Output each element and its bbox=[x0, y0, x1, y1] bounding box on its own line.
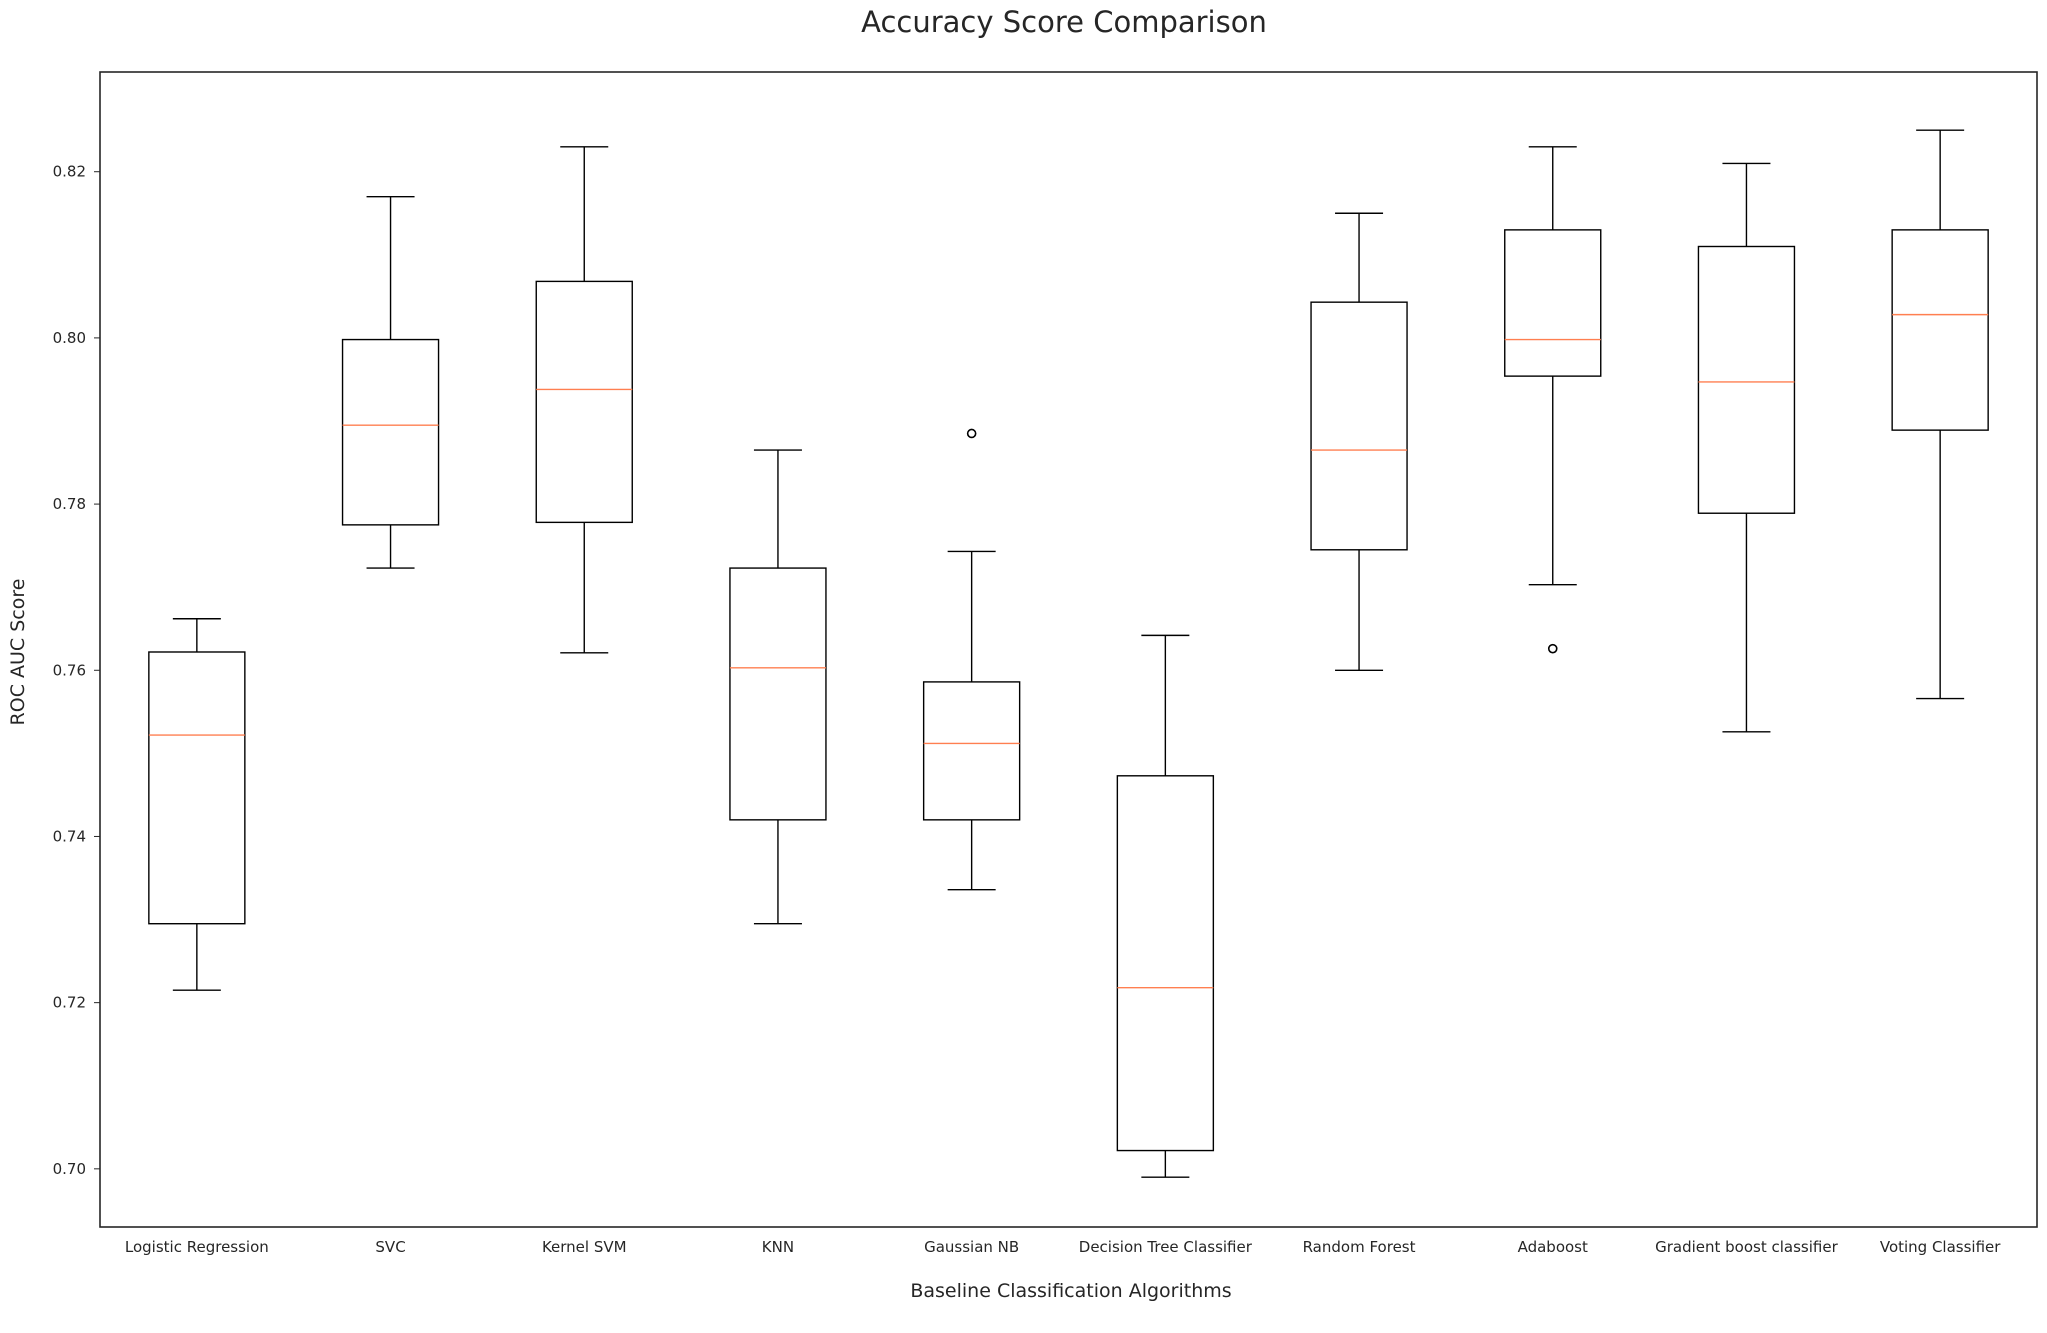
box-9 bbox=[1697, 162, 1796, 733]
x-tick-label: SVC bbox=[375, 1238, 405, 1256]
box-2 bbox=[341, 195, 440, 569]
box-6 bbox=[1116, 634, 1215, 1178]
plot-frame bbox=[99, 71, 2038, 1228]
box-8 bbox=[1504, 146, 1602, 654]
box-iqr bbox=[1310, 301, 1408, 551]
box-1 bbox=[148, 618, 246, 991]
box-iqr bbox=[922, 681, 1021, 821]
y-tick-label: 0.78 bbox=[53, 495, 86, 513]
box-10 bbox=[1891, 129, 1989, 700]
y-tick-label: 0.70 bbox=[53, 1160, 86, 1178]
chart-title: Accuracy Score Comparison bbox=[861, 5, 1267, 39]
box-7 bbox=[1310, 212, 1408, 671]
y-tick-label: 0.82 bbox=[53, 163, 86, 181]
y-tick-label: 0.72 bbox=[53, 994, 86, 1012]
box-iqr bbox=[1697, 245, 1796, 514]
y-axis-ticks: 0.70 0.72 0.74 0.76 0.78 0.80 0.82 bbox=[53, 163, 100, 1178]
box-iqr bbox=[729, 567, 827, 821]
x-tick-label: Gaussian NB bbox=[924, 1238, 1019, 1256]
x-tick-label: Logistic Regression bbox=[125, 1238, 269, 1256]
box-iqr bbox=[341, 338, 440, 526]
box-5 bbox=[922, 428, 1021, 891]
x-tick-label: KNN bbox=[762, 1238, 794, 1256]
box-iqr bbox=[148, 651, 246, 925]
box-4 bbox=[729, 449, 827, 925]
y-tick-label: 0.74 bbox=[53, 827, 86, 845]
boxes-group bbox=[148, 129, 1989, 1178]
y-tick-label: 0.80 bbox=[53, 329, 86, 347]
x-tick-label: Decision Tree Classifier bbox=[1079, 1238, 1253, 1256]
box-iqr bbox=[1116, 775, 1215, 1152]
outlier-point bbox=[966, 428, 977, 439]
x-tick-label: Gradient boost classifier bbox=[1655, 1238, 1838, 1256]
box-iqr bbox=[1504, 229, 1602, 377]
y-axis-label: ROC AUC Score bbox=[7, 579, 29, 726]
x-tick-label: Adaboost bbox=[1518, 1238, 1588, 1256]
x-axis-tick-labels: Logistic Regression SVC Kernel SVM KNN Gauss… bbox=[125, 1238, 2001, 1256]
box-3 bbox=[535, 146, 633, 654]
box-iqr bbox=[535, 280, 633, 524]
y-tick-label: 0.76 bbox=[53, 661, 86, 679]
x-axis-label: Baseline Classification Algorithms bbox=[910, 1280, 1231, 1302]
x-tick-label: Voting Classifier bbox=[1880, 1238, 2001, 1256]
x-tick-label: Kernel SVM bbox=[542, 1238, 627, 1256]
outlier-point bbox=[1547, 643, 1558, 654]
box-iqr bbox=[1891, 229, 1989, 431]
x-tick-label: Random Forest bbox=[1303, 1238, 1416, 1256]
